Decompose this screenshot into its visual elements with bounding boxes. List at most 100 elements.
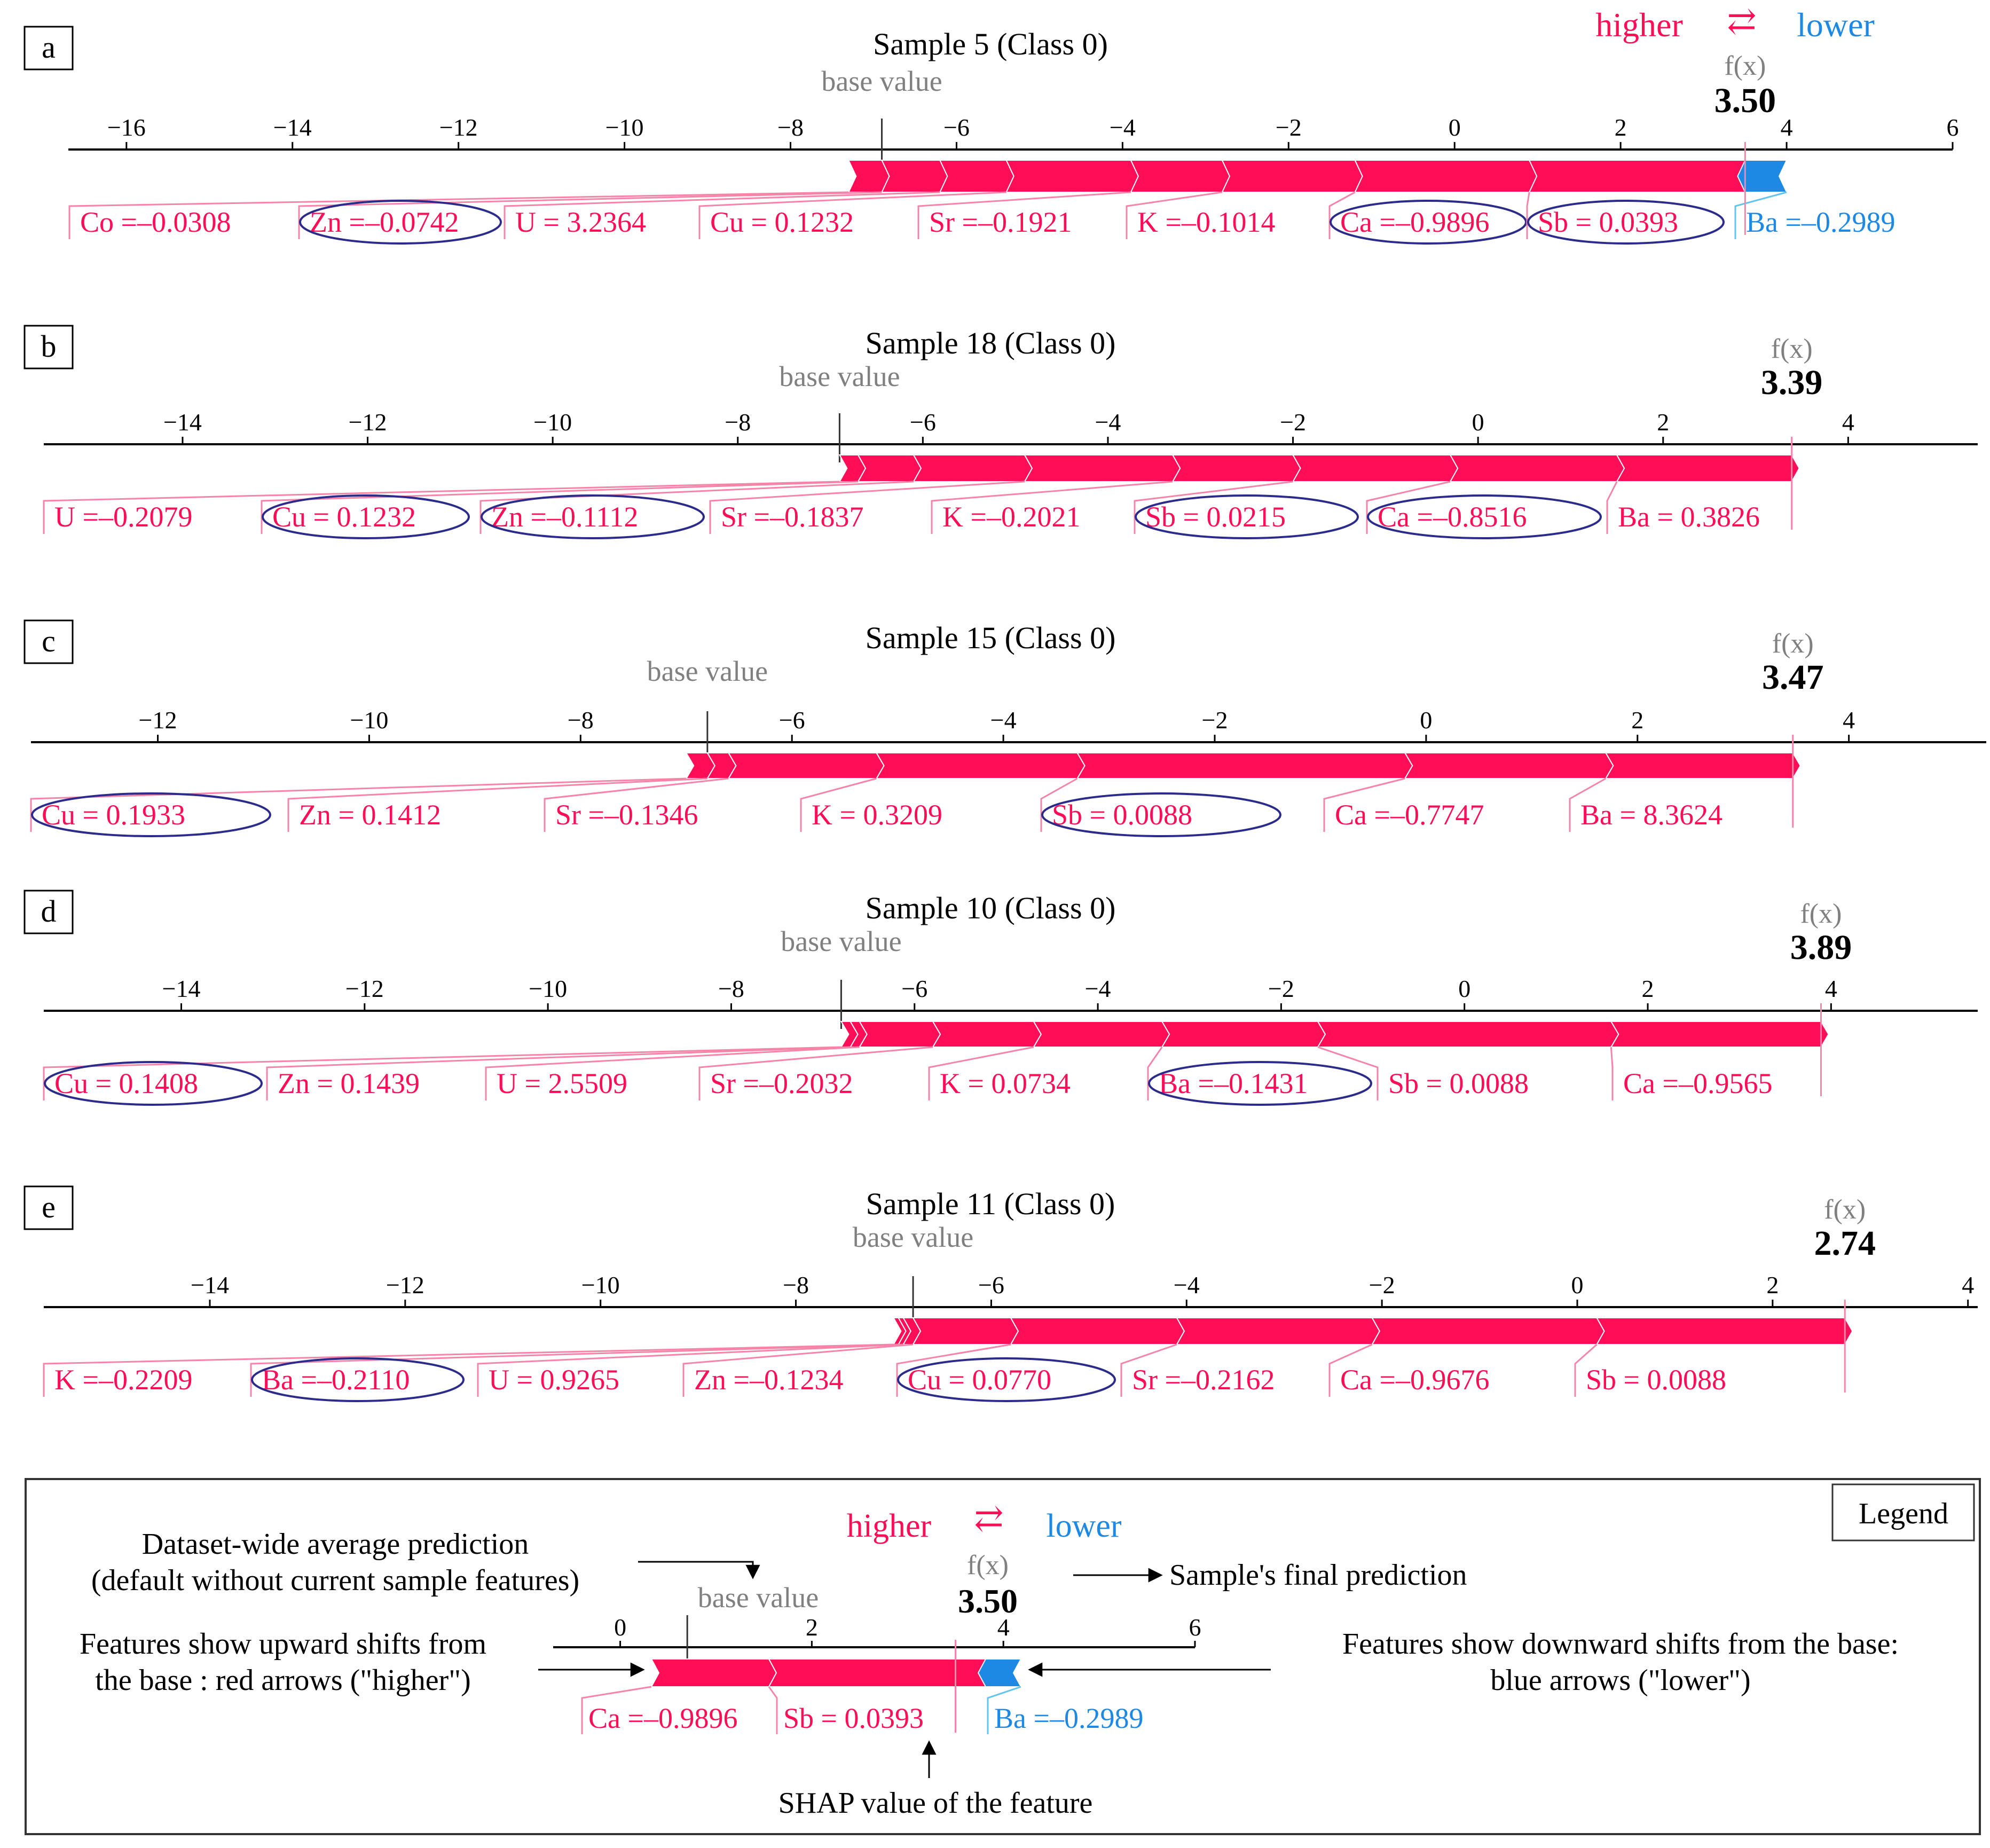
feature-connector	[68, 191, 849, 239]
fx-value: 3.89	[1790, 928, 1852, 967]
x-tick-label: −6	[978, 1271, 1004, 1299]
feature-connector	[698, 191, 1006, 239]
x-tick-label: 0	[1472, 408, 1484, 436]
feature-connector	[800, 777, 877, 832]
x-tick-label: −6	[901, 975, 927, 1002]
legend-direction-arrows: ⇄	[974, 1499, 1003, 1538]
feature-connector	[43, 1046, 841, 1100]
x-tick-label: −2	[1369, 1271, 1395, 1299]
feature-connector	[504, 191, 940, 239]
feature-label: Sb = 0.0393	[1538, 206, 1678, 238]
feature-label: K = 0.0734	[940, 1067, 1071, 1099]
feature-connector	[1328, 1343, 1373, 1397]
feature-connector	[250, 1343, 899, 1397]
x-tick-label: 4	[1825, 975, 1837, 1002]
force-bar-7	[1317, 1021, 1619, 1048]
legend-note-base-arrow	[638, 1561, 760, 1579]
feature-connector	[896, 1343, 1011, 1397]
feature-label: Cu = 0.1408	[54, 1067, 198, 1099]
feature-connector	[709, 481, 1025, 534]
fx-label: f(x)	[1824, 1194, 1866, 1225]
x-tick-label: 2	[1615, 114, 1627, 141]
x-tick-label: 4	[1843, 706, 1855, 734]
fx-label: f(x)	[1800, 899, 1842, 929]
feature-connector	[298, 191, 882, 239]
force-plot-panel-b: b Sample 18 (Class 0) f(x)3.39 base value −1…	[23, 325, 1978, 539]
force-bar-4	[932, 1021, 1042, 1048]
legend-feature-connector	[987, 1686, 1021, 1734]
feature-label: U =–0.2079	[54, 501, 192, 533]
force-bar-7	[1371, 1317, 1605, 1345]
legend-feature-label: Sb = 0.0393	[783, 1702, 924, 1734]
feature-label: K =–0.2209	[54, 1364, 192, 1396]
base-value-label: base value	[853, 1221, 973, 1253]
panel-letter: e	[42, 1190, 56, 1224]
panel-title: Sample 18 (Class 0)	[866, 326, 1116, 360]
feature-connector	[544, 777, 729, 832]
force-bar-8	[1528, 160, 1753, 193]
fx-value: 3.47	[1762, 658, 1824, 697]
force-bar-3	[727, 752, 885, 779]
x-tick-label: −14	[191, 1271, 229, 1299]
fx-label: f(x)	[1772, 628, 1814, 659]
legend-lower-label: lower	[1046, 1508, 1122, 1544]
x-tick-label: −8	[568, 706, 594, 734]
force-bar-4	[1005, 160, 1139, 193]
legend-tick-label: 4	[997, 1614, 1010, 1641]
force-bar-6	[1404, 752, 1614, 779]
feature-connector	[1526, 192, 1530, 239]
x-tick-label: 4	[1842, 408, 1854, 436]
force-bar-4	[875, 752, 1086, 779]
feature-label: Ba =–0.1431	[1159, 1067, 1308, 1099]
highlight-circle	[1330, 200, 1527, 245]
highlight-circle	[299, 200, 502, 245]
panel-letter-box	[23, 26, 74, 70]
panel-letter-box	[23, 1185, 74, 1230]
force-bar-4	[912, 1317, 1019, 1345]
feature-connector	[1134, 481, 1293, 534]
x-tick-label: −8	[725, 408, 751, 436]
feature-connector	[1317, 1046, 1379, 1100]
force-bar-7	[1354, 160, 1538, 193]
force-bar-6	[1221, 160, 1363, 193]
feature-label: Sr =–0.1346	[555, 799, 698, 831]
x-tick-label: −12	[349, 408, 387, 436]
base-value-label: base value	[647, 655, 768, 687]
feature-connector	[1323, 777, 1405, 832]
force-bar-2	[880, 160, 948, 193]
force-bar-8	[1595, 1317, 1853, 1345]
highlight-circle	[1135, 494, 1359, 539]
legend-base-label: base value	[698, 1582, 819, 1614]
panel-letter-box	[23, 325, 74, 369]
feature-connector	[1120, 1343, 1177, 1397]
feature-connector	[1040, 777, 1078, 832]
force-bar-3	[939, 160, 1014, 193]
force-bar-2	[857, 454, 922, 482]
x-tick-label: 2	[1642, 975, 1654, 1002]
force-plot-panel-c: c Sample 15 (Class 0) f(x)3.47 base value −1…	[23, 619, 1986, 837]
feature-label: Cu = 0.1232	[710, 206, 854, 238]
x-tick-label: −10	[529, 975, 567, 1002]
x-tick-label: −8	[783, 1271, 809, 1299]
feature-label: Zn =–0.0742	[310, 206, 459, 238]
panel-letter-box	[23, 619, 74, 664]
legend-note-up-line2: the base : red arrows ("higher")	[95, 1664, 470, 1697]
highlight-circle	[44, 1061, 263, 1106]
x-tick-label: 0	[1449, 114, 1461, 141]
force-bar-6	[1292, 454, 1459, 482]
feature-connector	[287, 777, 707, 832]
force-bar-7	[1604, 752, 1801, 779]
feature-label: Ca =–0.9676	[1340, 1364, 1489, 1396]
feature-connector	[1734, 191, 1787, 239]
feature-label: Ba =–0.2989	[1746, 206, 1895, 238]
x-tick-label: −14	[162, 975, 201, 1002]
feature-label: Ba = 0.3826	[1618, 501, 1760, 533]
legend-fx-label: f(x)	[967, 1550, 1009, 1580]
legend-tick-label: 6	[1189, 1614, 1201, 1641]
x-tick-label: −8	[777, 114, 804, 141]
x-tick-label: 0	[1458, 975, 1470, 1002]
panel-title: Sample 15 (Class 0)	[866, 620, 1116, 655]
feature-connector	[477, 1343, 903, 1397]
feature-label: Zn = 0.1412	[299, 799, 441, 831]
x-tick-label: −6	[779, 706, 805, 734]
